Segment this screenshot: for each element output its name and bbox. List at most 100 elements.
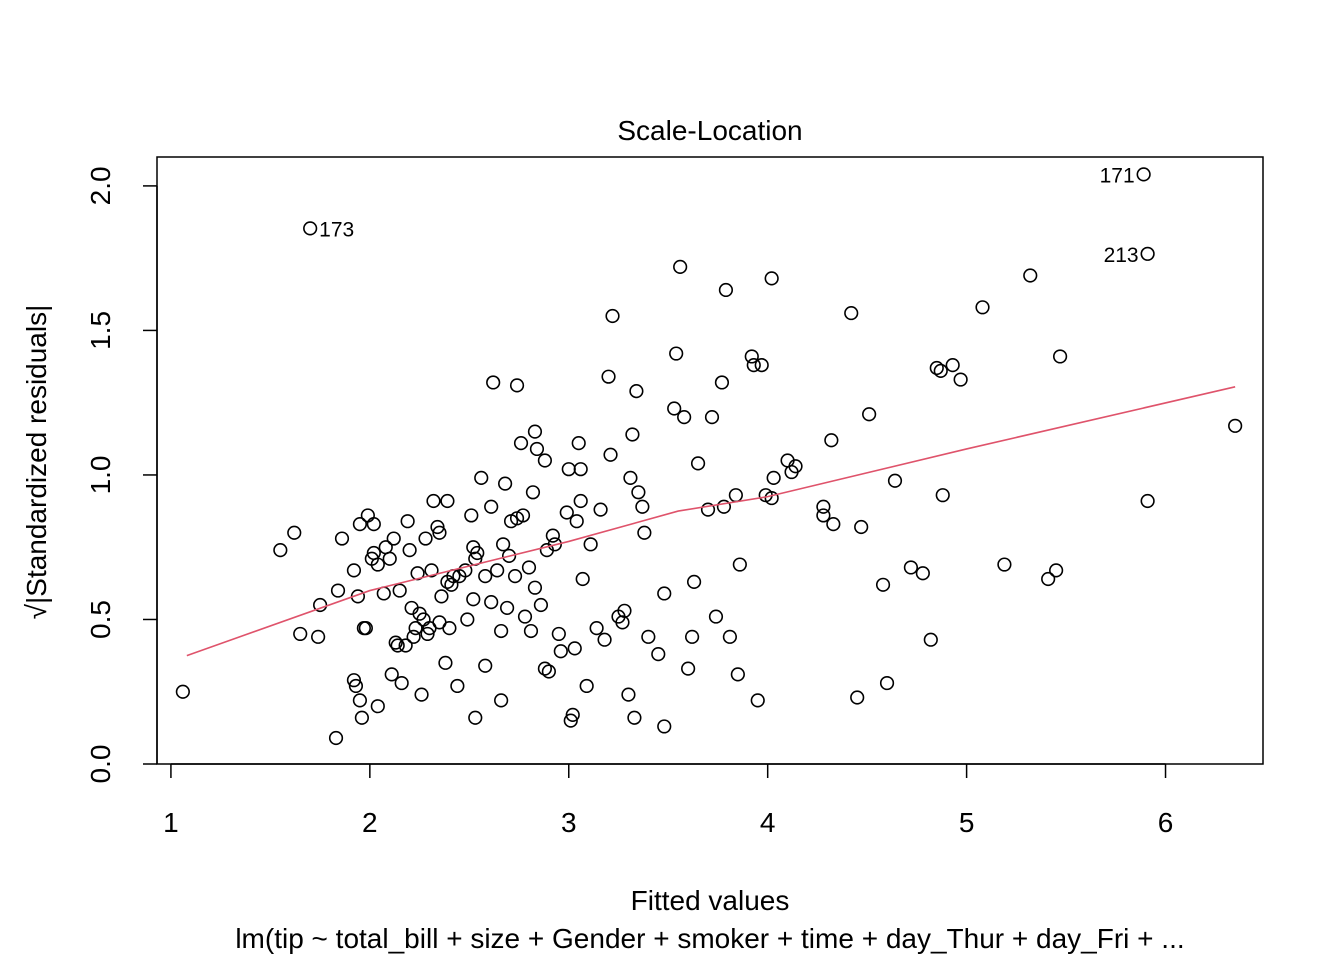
data-point (750, 693, 765, 708)
smooth-line-group (186, 386, 1236, 657)
data-point (879, 675, 895, 691)
data-point (484, 595, 499, 610)
data-point (933, 363, 948, 378)
outlier-label: 213 (1104, 244, 1139, 267)
data-point (490, 563, 505, 578)
data-point (376, 586, 391, 601)
data-point (583, 537, 598, 552)
data-point (1041, 571, 1056, 587)
outlier-label: 171 (1100, 164, 1135, 187)
data-points (175, 259, 1243, 746)
data-point (597, 632, 612, 647)
data-point (406, 629, 421, 644)
data-point (334, 531, 350, 546)
data-point (402, 543, 417, 558)
outlier-point (303, 221, 318, 236)
data-point (681, 661, 696, 676)
data-point (935, 488, 950, 503)
model-formula-subtitle: lm(tip ~ total_bill + size + Gender + sm… (235, 923, 1184, 954)
data-point (440, 493, 455, 509)
data-point (390, 638, 405, 653)
data-point (953, 372, 968, 387)
data-point (887, 473, 903, 488)
data-point (273, 543, 288, 558)
y-axis-label: √|Standardized residuals| (21, 305, 52, 620)
x-tick-label: 2 (362, 807, 378, 838)
data-point (500, 600, 515, 616)
outlier-point (1136, 167, 1151, 182)
data-point (352, 693, 367, 708)
data-point (420, 626, 435, 642)
data-point (507, 569, 523, 584)
x-tick-label: 5 (959, 807, 975, 838)
data-point (474, 470, 489, 485)
data-point (625, 427, 640, 442)
data-point (975, 300, 990, 315)
data-point (346, 563, 362, 578)
data-point (346, 673, 362, 688)
data-point (484, 499, 499, 514)
data-point (732, 557, 747, 572)
data-point (657, 586, 672, 601)
data-point (458, 563, 473, 578)
data-point (764, 490, 779, 506)
data-point (677, 410, 692, 425)
data-point (923, 632, 938, 647)
data-point (547, 537, 562, 552)
data-point (573, 462, 588, 477)
data-point (330, 583, 346, 598)
data-point (621, 687, 636, 702)
data-point (605, 308, 620, 324)
data-point (816, 508, 831, 523)
data-point (567, 641, 582, 656)
data-point (764, 271, 779, 286)
data-point (641, 629, 656, 644)
chart-title: Scale-Location (617, 115, 802, 146)
data-point (386, 531, 401, 546)
data-point (392, 583, 407, 598)
data-point (432, 525, 447, 540)
data-point (589, 621, 604, 636)
data-point (354, 710, 369, 725)
data-point (746, 358, 761, 373)
data-point (450, 678, 465, 694)
data-point (430, 519, 445, 535)
data-point (175, 684, 190, 699)
data-point (559, 505, 574, 520)
data-point (1228, 418, 1243, 433)
data-point (352, 516, 367, 532)
data-point (708, 609, 724, 624)
data-point (1049, 563, 1064, 578)
data-point (464, 508, 479, 523)
data-point (754, 358, 769, 373)
data-point (523, 623, 539, 639)
data-point (929, 360, 944, 376)
x-tick-label: 6 (1158, 807, 1174, 838)
point-labels: 173 171 213 (303, 164, 1155, 267)
data-point (486, 375, 501, 390)
data-point (850, 690, 865, 705)
y-tick-label: 1.5 (85, 311, 116, 350)
data-point (700, 502, 716, 517)
data-point (903, 560, 919, 575)
data-point (414, 687, 429, 702)
data-point (444, 577, 459, 592)
data-point (601, 369, 616, 384)
data-point (1053, 349, 1068, 364)
data-point (862, 407, 877, 422)
data-point (623, 470, 638, 485)
data-point (579, 678, 594, 694)
data-point (728, 488, 743, 503)
data-point (593, 502, 608, 517)
data-point (348, 678, 364, 694)
data-point (517, 609, 533, 624)
data-point (525, 485, 541, 500)
data-point (541, 664, 556, 679)
data-point (496, 537, 511, 552)
data-point (438, 655, 453, 670)
data-point (669, 346, 684, 361)
data-point (460, 612, 475, 627)
data-point (370, 699, 385, 714)
y-tick-label: 0.0 (85, 745, 116, 784)
